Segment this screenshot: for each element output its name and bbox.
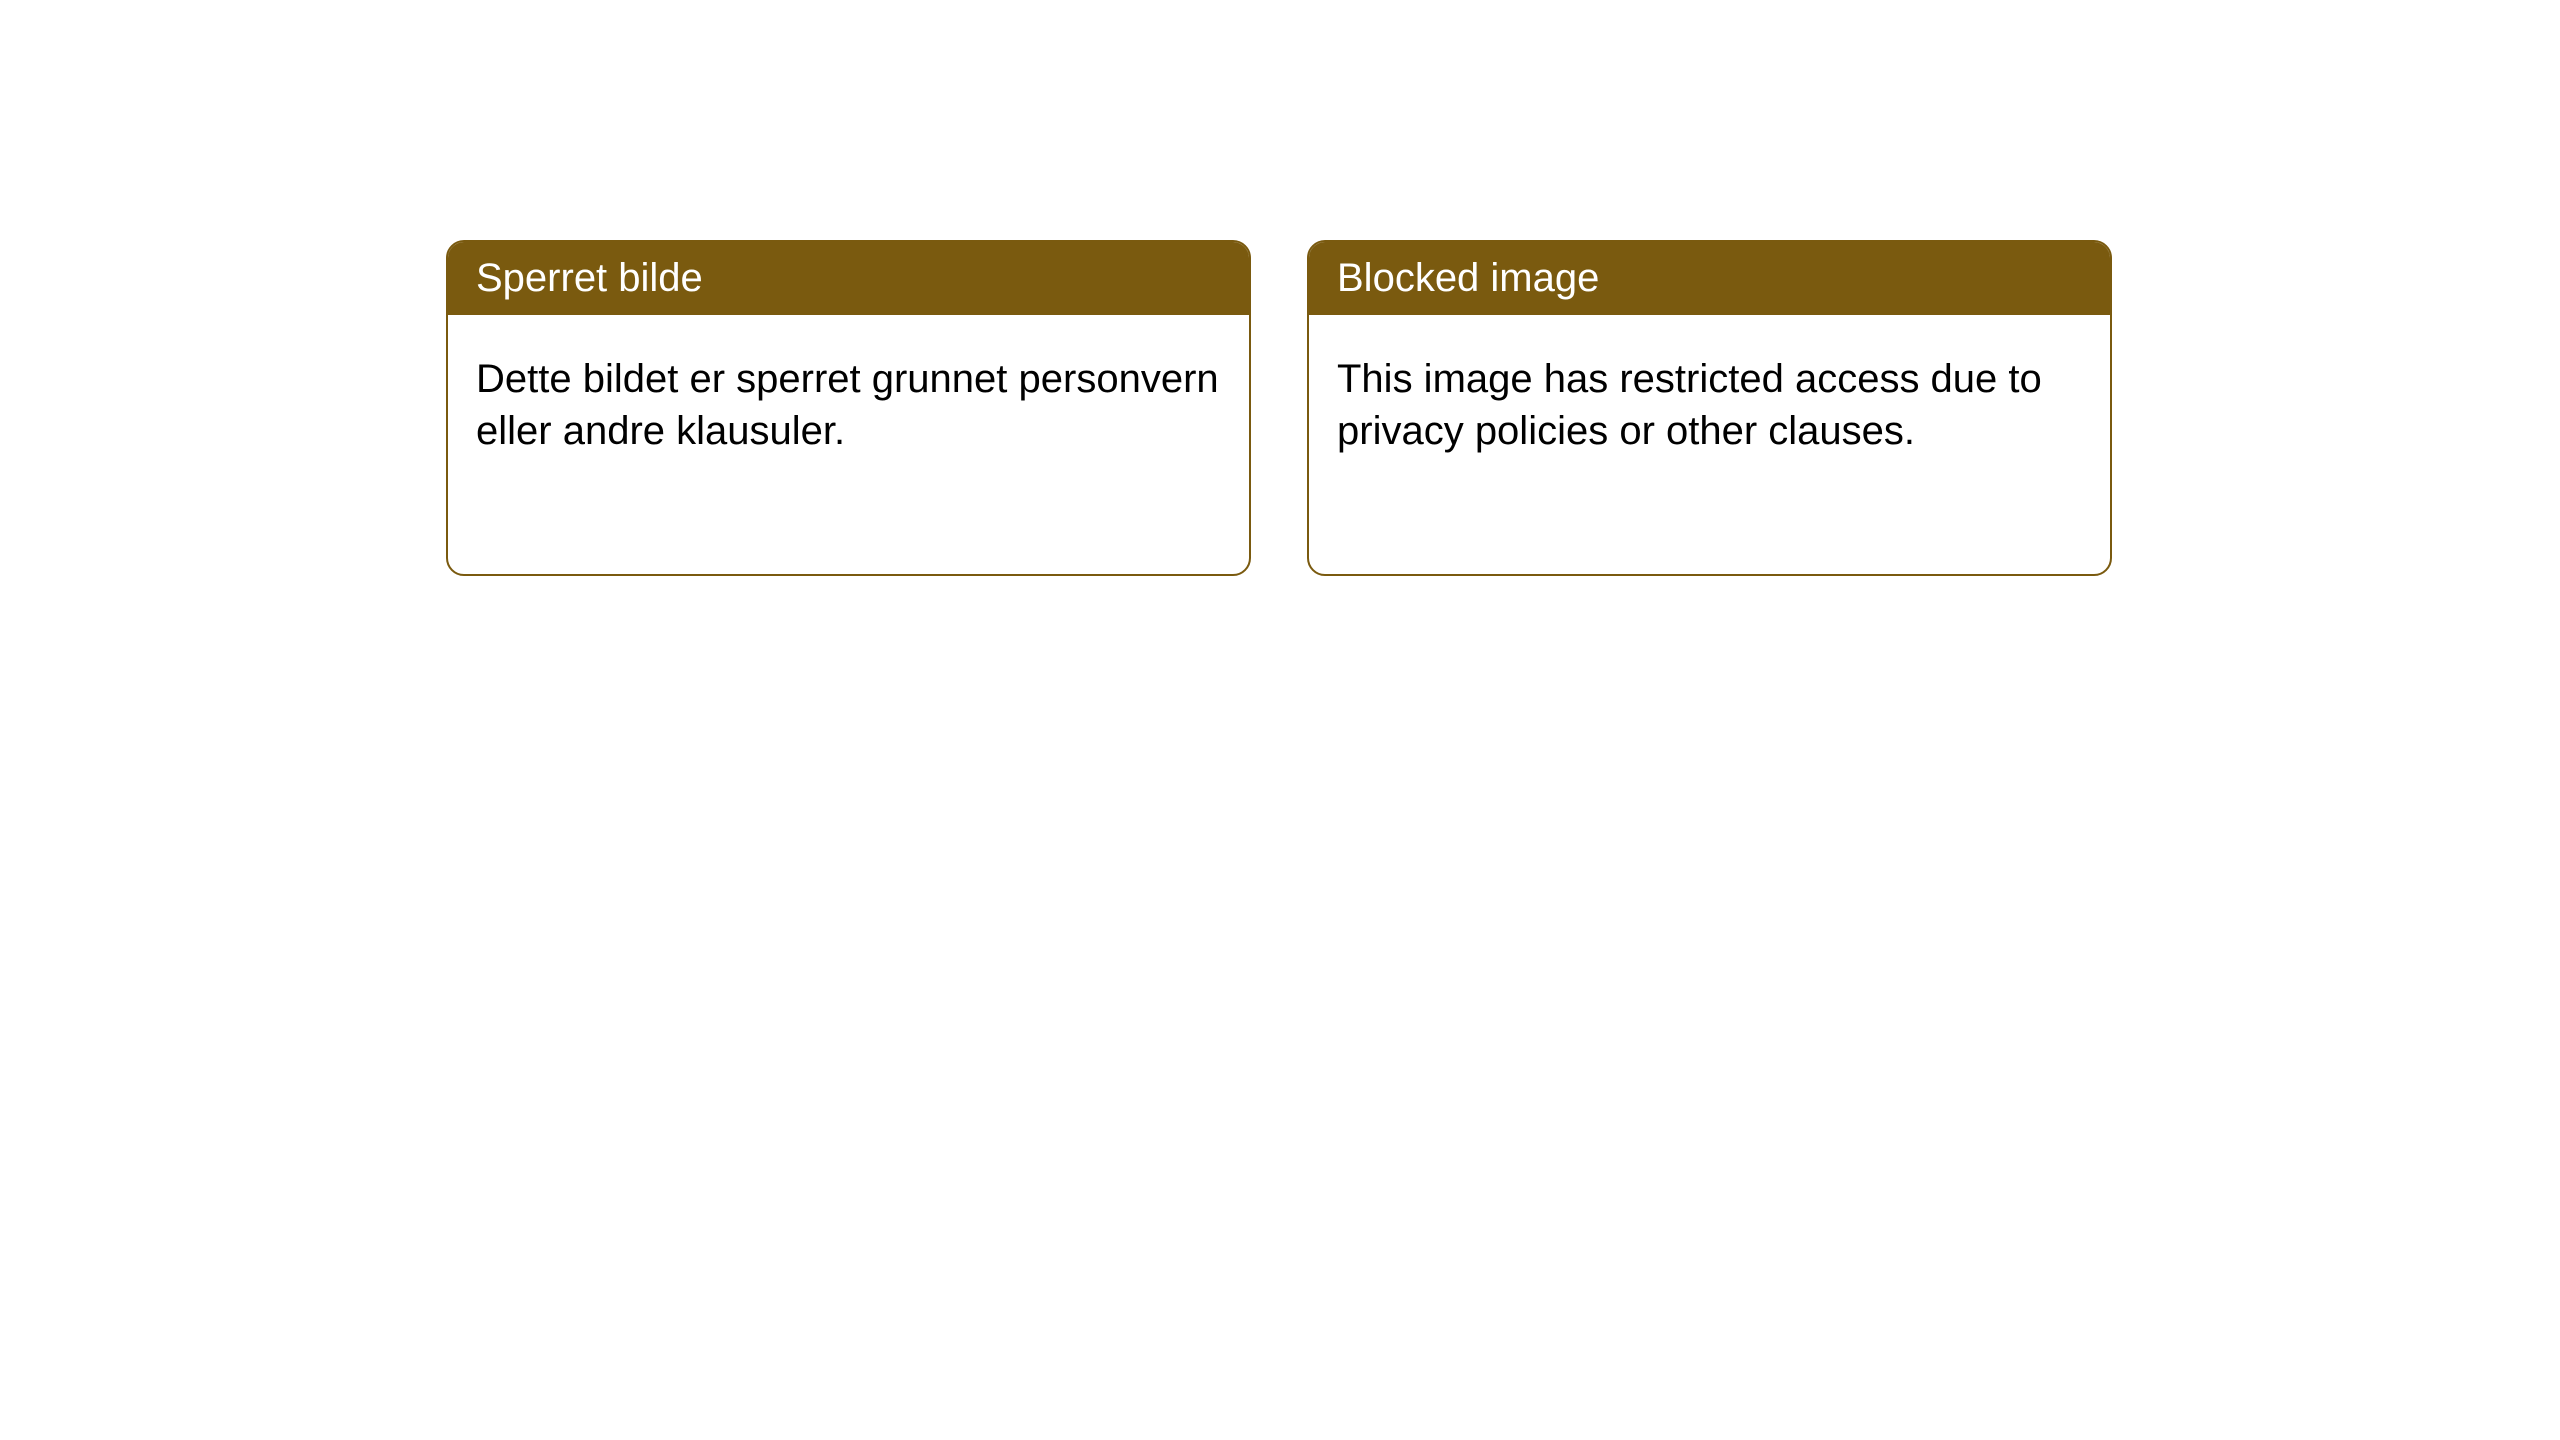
notice-message: This image has restricted access due to … bbox=[1337, 357, 2042, 453]
notice-title: Blocked image bbox=[1337, 256, 1599, 300]
notice-header: Sperret bilde bbox=[448, 242, 1249, 315]
notice-message: Dette bildet er sperret grunnet personve… bbox=[476, 357, 1219, 453]
notice-title: Sperret bilde bbox=[476, 256, 703, 300]
notice-body: Dette bildet er sperret grunnet personve… bbox=[448, 315, 1249, 495]
notice-card-norwegian: Sperret bilde Dette bildet er sperret gr… bbox=[446, 240, 1251, 576]
notice-body: This image has restricted access due to … bbox=[1309, 315, 2110, 495]
notice-card-english: Blocked image This image has restricted … bbox=[1307, 240, 2112, 576]
notice-header: Blocked image bbox=[1309, 242, 2110, 315]
notice-container: Sperret bilde Dette bildet er sperret gr… bbox=[446, 240, 2112, 576]
